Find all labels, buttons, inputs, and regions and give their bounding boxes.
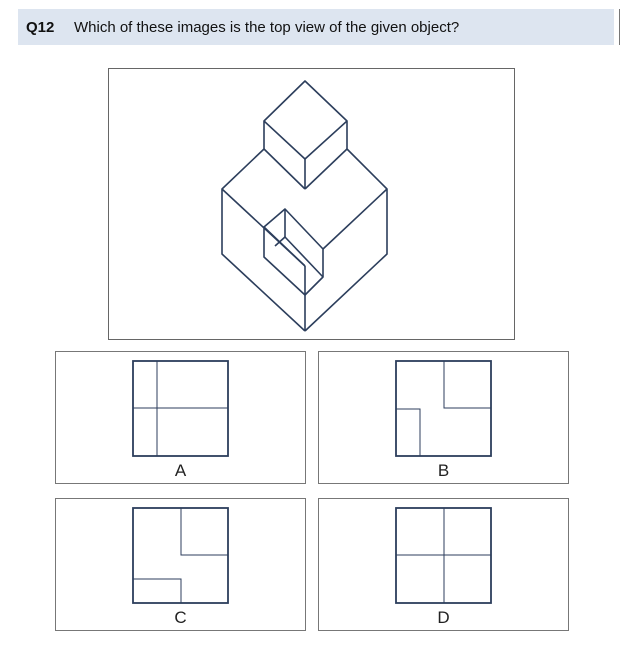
question-header: Q12 Which of these images is the top vie… — [18, 9, 614, 45]
option-b[interactable]: B — [318, 351, 569, 484]
question-text: Which of these images is the top view of… — [74, 18, 460, 36]
option-d-drawing — [395, 507, 492, 604]
option-d-label: D — [437, 608, 450, 627]
option-c-label: C — [174, 608, 187, 627]
option-a-label: A — [174, 461, 187, 480]
option-b-drawing — [395, 360, 492, 457]
isometric-object-drawing — [221, 80, 388, 332]
option-a-drawing — [132, 360, 229, 457]
option-c[interactable]: C — [55, 498, 306, 631]
option-a[interactable]: A — [55, 351, 306, 484]
question-number: Q12 — [26, 18, 55, 36]
edge-mark — [619, 9, 620, 45]
option-b-label: B — [437, 461, 450, 480]
isometric-figure — [108, 68, 515, 340]
option-d[interactable]: D — [318, 498, 569, 631]
option-c-drawing — [132, 507, 229, 604]
